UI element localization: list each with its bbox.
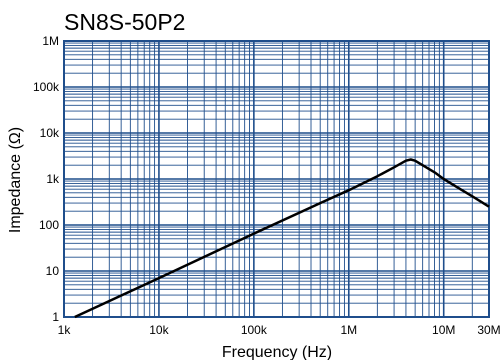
y-tick-label: 100k bbox=[33, 80, 60, 94]
y-tick-label: 1M bbox=[42, 34, 59, 48]
x-tick-label: 30M bbox=[477, 323, 500, 337]
y-tick-label: 10k bbox=[40, 126, 60, 140]
x-tick-label: 1k bbox=[58, 323, 72, 337]
y-tick-label: 1 bbox=[52, 310, 59, 324]
impedance-curve bbox=[74, 158, 490, 319]
x-tick-label: 10M bbox=[432, 323, 455, 337]
x-tick-label: 10k bbox=[149, 323, 169, 337]
x-axis-label: Frequency (Hz) bbox=[222, 344, 332, 360]
y-tick-label: 10 bbox=[46, 264, 60, 278]
chart-title: SN8S-50P2 bbox=[64, 9, 185, 35]
major-gridlines bbox=[64, 41, 489, 317]
x-axis-ticks: 1k 10k 100k 1M 10M 30M bbox=[58, 323, 501, 337]
x-tick-label: 100k bbox=[241, 323, 268, 337]
y-axis-label: Impedance (Ω) bbox=[7, 127, 24, 233]
y-tick-label: 1k bbox=[46, 172, 60, 186]
x-tick-label: 1M bbox=[340, 323, 357, 337]
y-tick-label: 100 bbox=[39, 218, 59, 232]
y-axis-ticks: 1 10 100 1k 10k 100k 1M bbox=[33, 34, 60, 324]
plot-frame bbox=[63, 40, 490, 318]
